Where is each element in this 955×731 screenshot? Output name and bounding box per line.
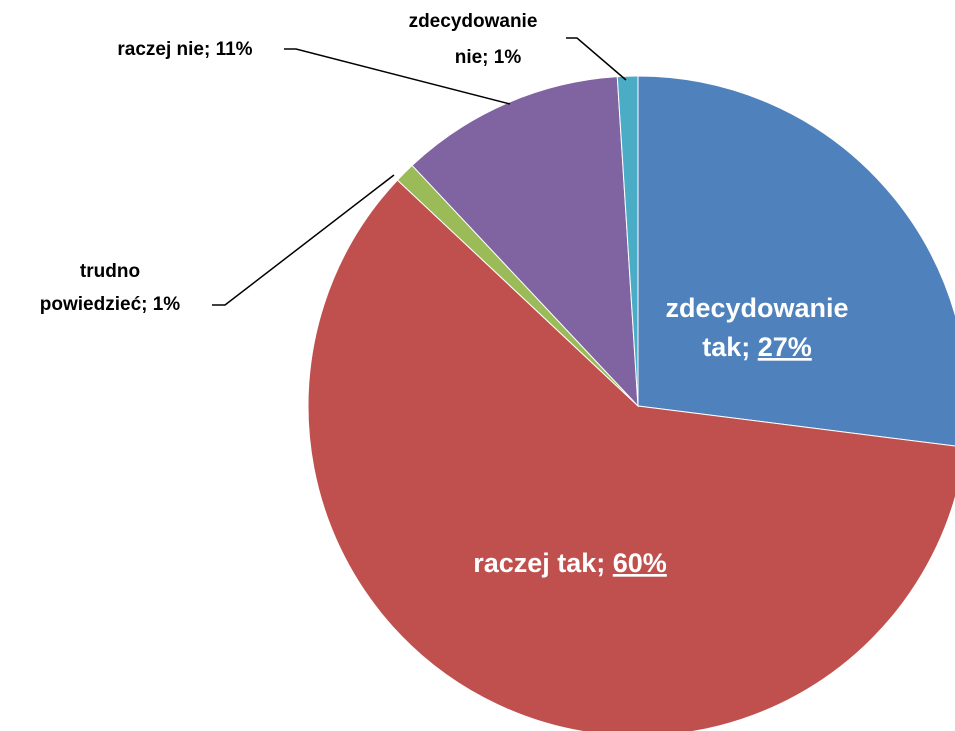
label-zdecydowanie-tak-name: tak; bbox=[702, 332, 758, 362]
leader-line-raczej-nie bbox=[284, 48, 511, 105]
pie-slice-zdecydowanie-tak bbox=[637, 75, 955, 447]
label-trudno-powiedziec-line2: powiedzieć; 1% bbox=[40, 294, 181, 315]
label-zdecydowanie-tak-line2: tak; 27% bbox=[702, 332, 812, 362]
label-raczej-nie: raczej nie; 11% bbox=[117, 39, 252, 60]
label-raczej-tak-name: raczej tak; bbox=[473, 548, 613, 578]
label-raczej-tak-value: 60% bbox=[613, 548, 667, 578]
label-zdecydowanie-tak-value: 27% bbox=[758, 332, 812, 362]
pie-slice-raczej-tak bbox=[307, 179, 955, 731]
label-zdecydowanie-tak-line1: zdecydowanie bbox=[665, 293, 848, 323]
label-zdecydowanie-nie-line2: nie; 1% bbox=[455, 47, 522, 68]
pie-slice-zdecydowanie-nie bbox=[616, 75, 639, 407]
pie-slices bbox=[307, 75, 955, 731]
label-raczej-tak: raczej tak; 60% bbox=[473, 548, 667, 578]
label-zdecydowanie-nie-line1: zdecydowanie bbox=[409, 11, 538, 32]
leader-line-trudno-powiedziec bbox=[212, 174, 395, 306]
label-trudno-powiedziec-line1: trudno bbox=[80, 261, 140, 282]
leader-line-zdecydowanie-nie bbox=[566, 37, 627, 81]
